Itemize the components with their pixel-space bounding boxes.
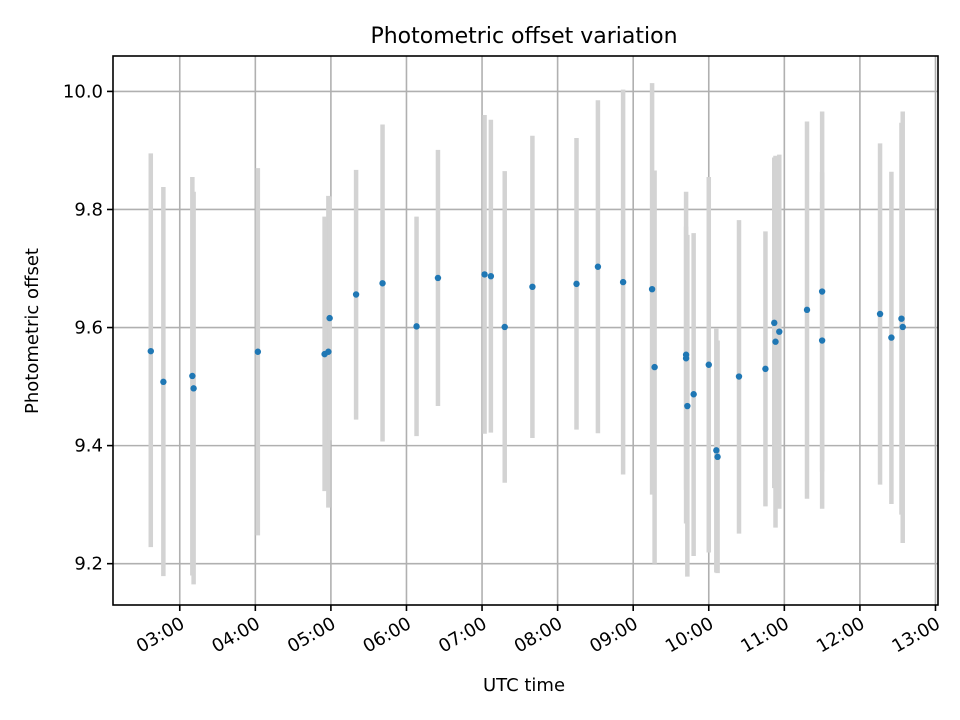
data-point bbox=[481, 271, 488, 278]
data-point bbox=[573, 280, 580, 288]
data-point bbox=[326, 314, 333, 322]
x-tick-label: 12:00 bbox=[813, 613, 868, 657]
data-point bbox=[818, 337, 826, 344]
y-tick-label: 9.4 bbox=[74, 436, 103, 457]
data-point bbox=[818, 288, 826, 295]
data-point bbox=[147, 347, 154, 355]
x-tick-label: 06:00 bbox=[360, 613, 415, 657]
data-points bbox=[147, 263, 906, 461]
data-point bbox=[325, 348, 332, 355]
x-axis-ticks: 03:00 04:00 05:00 06:00 07:00 08:00 09:00 10:00… bbox=[133, 605, 944, 657]
data-point bbox=[529, 283, 536, 291]
x-axis-label: UTC time bbox=[483, 675, 565, 696]
data-point bbox=[735, 373, 743, 380]
x-tick-label: 03:00 bbox=[133, 613, 188, 657]
data-point bbox=[803, 306, 811, 314]
x-tick-label: 13:00 bbox=[889, 613, 944, 657]
data-point bbox=[594, 263, 602, 270]
data-point bbox=[772, 338, 779, 345]
x-tick-label: 04:00 bbox=[208, 613, 263, 657]
data-point bbox=[651, 363, 658, 371]
data-point bbox=[352, 291, 360, 298]
y-axis-ticks: 9.2 9.4 9.6 9.8 10.0 bbox=[63, 81, 113, 575]
y-tick-label: 9.2 bbox=[74, 554, 103, 575]
data-point bbox=[682, 355, 690, 362]
x-tick-label: 05:00 bbox=[284, 613, 339, 657]
data-point bbox=[705, 361, 712, 368]
data-point bbox=[160, 378, 167, 386]
data-point bbox=[434, 274, 442, 282]
data-point bbox=[898, 315, 905, 322]
data-point bbox=[379, 280, 386, 287]
x-tick-label: 11:00 bbox=[737, 613, 792, 657]
plot-frame bbox=[112, 55, 939, 606]
x-tick-label: 10:00 bbox=[662, 613, 717, 657]
data-point bbox=[714, 453, 721, 461]
data-point bbox=[190, 385, 197, 392]
data-point bbox=[876, 310, 884, 318]
data-point bbox=[762, 365, 769, 373]
x-tick-label: 09:00 bbox=[586, 613, 641, 657]
data-point bbox=[648, 285, 656, 293]
x-tick-label: 07:00 bbox=[435, 613, 490, 657]
y-axis-label: Photometric offset bbox=[22, 248, 43, 414]
error-bars bbox=[148, 83, 905, 585]
data-point bbox=[487, 272, 495, 280]
data-point bbox=[254, 348, 262, 355]
x-tick-label: 08:00 bbox=[511, 613, 566, 657]
data-point bbox=[899, 323, 906, 331]
data-point bbox=[619, 278, 627, 286]
data-point bbox=[684, 402, 691, 410]
y-tick-label: 10.0 bbox=[63, 81, 103, 102]
y-tick-label: 9.8 bbox=[74, 199, 103, 220]
y-tick-label: 9.6 bbox=[74, 318, 103, 339]
data-point bbox=[776, 328, 783, 335]
data-point bbox=[189, 372, 196, 380]
data-point bbox=[413, 323, 420, 330]
data-point bbox=[771, 319, 778, 327]
chart-title: Photometric offset variation bbox=[370, 24, 677, 49]
grid-layer bbox=[113, 56, 938, 605]
data-point bbox=[888, 334, 895, 341]
data-point bbox=[501, 323, 508, 331]
data-point bbox=[713, 447, 720, 454]
data-point bbox=[690, 391, 697, 398]
